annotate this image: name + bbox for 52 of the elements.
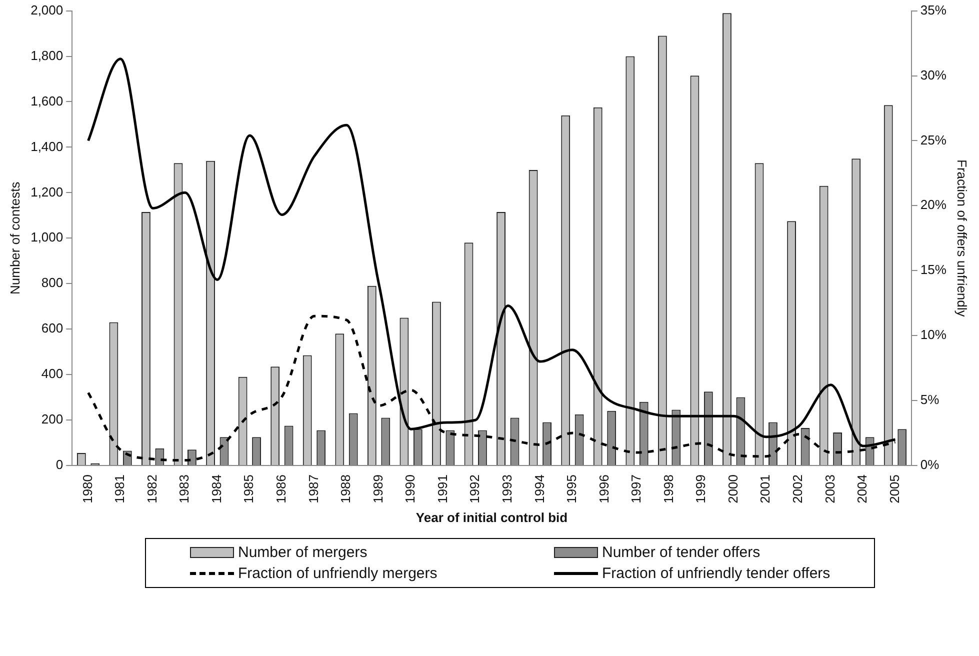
y-tick-label: 1,600 bbox=[30, 93, 64, 108]
x-tick-label: 2005 bbox=[886, 474, 902, 504]
x-tick-label: 1997 bbox=[628, 474, 644, 504]
x-tick-label: 1995 bbox=[564, 474, 580, 504]
x-tick-label: 1989 bbox=[370, 474, 386, 504]
y-tick-label: 1,400 bbox=[30, 138, 64, 154]
y2-tick-label: 35% bbox=[920, 2, 947, 18]
y2-axis-title: Fraction of offers unfriendly bbox=[954, 159, 970, 318]
y-tick-label: 1,200 bbox=[30, 184, 64, 200]
legend-label: Number of mergers bbox=[238, 544, 368, 561]
y-axis-title: Number of contests bbox=[7, 181, 22, 294]
x-tick-label: 2002 bbox=[790, 474, 805, 504]
y2-tick-label: 10% bbox=[920, 327, 947, 342]
x-tick-label: 1986 bbox=[274, 474, 289, 504]
y2-tick-label: 25% bbox=[920, 132, 947, 148]
y-tick-label: 0 bbox=[56, 457, 64, 472]
x-tick-label: 1987 bbox=[306, 474, 321, 504]
y-tick-label: 800 bbox=[41, 275, 64, 290]
y-tick-label: 600 bbox=[41, 320, 64, 336]
x-tick-label: 1983 bbox=[176, 474, 192, 504]
legend-label: Number of tender offers bbox=[602, 544, 760, 561]
y2-tick-label: 30% bbox=[920, 67, 947, 82]
x-tick-label: 2001 bbox=[758, 474, 773, 504]
x-tick-label: 1991 bbox=[434, 474, 450, 504]
x-tick-label: 1980 bbox=[80, 474, 95, 504]
x-tick-label: 1982 bbox=[144, 474, 160, 504]
legend-label: Fraction of unfriendly mergers bbox=[238, 565, 438, 582]
x-tick-label: 1993 bbox=[499, 474, 514, 504]
x-tick-label: 1988 bbox=[338, 474, 354, 504]
x-tick-label: 1981 bbox=[112, 474, 128, 504]
y2-tick-label: 5% bbox=[920, 392, 940, 408]
y2-tick-label: 0% bbox=[920, 457, 940, 472]
legend-label: Fraction of unfriendly tender offers bbox=[602, 565, 830, 582]
x-tick-label: 1996 bbox=[596, 474, 612, 504]
x-tick-label: 2000 bbox=[725, 474, 740, 504]
y-tick-label: 200 bbox=[41, 412, 64, 427]
x-tick-label: 2004 bbox=[854, 474, 870, 504]
x-tick-label: 1990 bbox=[402, 474, 418, 504]
x-tick-label: 1985 bbox=[241, 474, 256, 504]
x-tick-label: 1984 bbox=[208, 474, 224, 504]
y-tick-label: 1,000 bbox=[30, 230, 64, 245]
y-tick-label: 2,000 bbox=[30, 2, 64, 18]
x-tick-label: 1998 bbox=[660, 474, 676, 504]
x-axis-title: Year of initial control bid bbox=[416, 510, 568, 525]
y2-tick-label: 15% bbox=[920, 262, 947, 278]
y-tick-label: 400 bbox=[41, 366, 64, 382]
y2-tick-label: 20% bbox=[920, 197, 947, 212]
x-tick-label: 1992 bbox=[467, 474, 482, 504]
x-tick-label: 1999 bbox=[693, 474, 708, 504]
x-tick-label: 2003 bbox=[822, 474, 838, 504]
y-tick-label: 1,800 bbox=[30, 48, 64, 63]
x-tick-label: 1994 bbox=[532, 474, 547, 504]
